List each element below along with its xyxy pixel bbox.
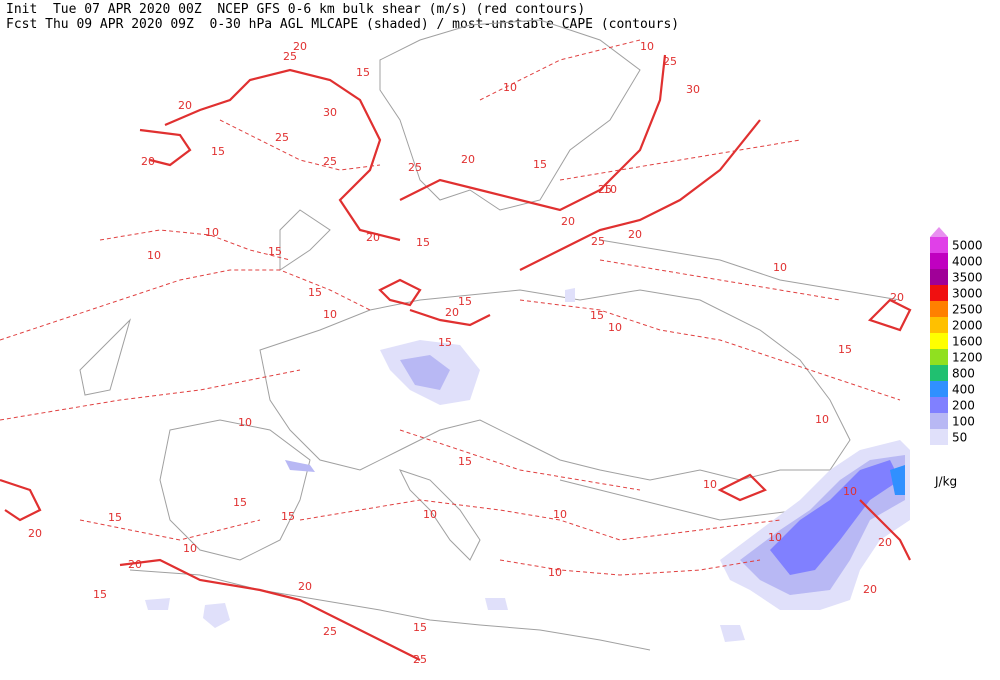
contour-label: 20 <box>890 291 904 304</box>
legend-swatch <box>930 333 948 349</box>
legend-swatch <box>930 365 948 381</box>
contour-label: 25 <box>283 50 297 63</box>
legend-label: 4000 <box>952 255 983 269</box>
legend-label: 1600 <box>952 335 983 349</box>
shear-contours <box>0 39 912 661</box>
contour-label: 10 <box>183 542 197 555</box>
legend-swatch <box>930 429 948 445</box>
contour-label: 15 <box>458 455 472 468</box>
cape-shading <box>145 288 910 642</box>
contour-label: 15 <box>413 621 427 634</box>
header-init: Init Tue 07 APR 2020 00Z NCEP GFS 0-6 km… <box>6 2 585 17</box>
legend-label: 100 <box>952 415 975 429</box>
contour-label: 15 <box>93 588 107 601</box>
contour-label: 20 <box>28 527 42 540</box>
legend-swatch <box>930 397 948 413</box>
contour-label: 10 <box>843 485 857 498</box>
header-fcst: Fcst Thu 09 APR 2020 09Z 0-30 hPa AGL ML… <box>6 17 679 32</box>
contour-label: 10 <box>773 261 787 274</box>
contour-label: 15 <box>458 295 472 308</box>
contour-label: 20 <box>445 306 459 319</box>
contour-label: 20 <box>628 228 642 241</box>
legend-swatch <box>930 413 948 429</box>
legend-label: 50 <box>952 431 967 445</box>
contour-label: 15 <box>211 145 225 158</box>
contour-label: 15 <box>590 309 604 322</box>
contour-label: 15 <box>233 496 247 509</box>
contour-label: 15 <box>308 286 322 299</box>
coastlines <box>79 19 901 651</box>
legend-label: 3000 <box>952 287 983 301</box>
contour-label: 10 <box>238 416 252 429</box>
contour-label: 10 <box>553 508 567 521</box>
contour-label: 10 <box>603 183 617 196</box>
contour-label: 25 <box>598 183 612 196</box>
contour-label: 20 <box>178 99 192 112</box>
legend-swatch <box>930 269 948 285</box>
legend-label: 1200 <box>952 351 983 365</box>
contour-label: 10 <box>768 531 782 544</box>
contour-label: 20 <box>128 558 142 571</box>
legend-swatch <box>930 301 948 317</box>
legend-label: 2500 <box>952 303 983 317</box>
contour-label: 10 <box>815 413 829 426</box>
contour-label: 20 <box>366 231 380 244</box>
contour-label: 25 <box>408 161 422 174</box>
legend-label: 2000 <box>952 319 983 333</box>
contour-label: 20 <box>863 583 877 596</box>
contour-label: 25 <box>413 653 427 666</box>
legend-swatch <box>930 349 948 365</box>
legend-swatch <box>930 381 948 397</box>
contour-label: 15 <box>268 245 282 258</box>
contour-label: 25 <box>591 235 605 248</box>
contour-label: 20 <box>561 215 575 228</box>
contour-label: 15 <box>108 511 122 524</box>
legend-label: 800 <box>952 367 975 381</box>
contour-label: 15 <box>281 510 295 523</box>
contour-label: 10 <box>147 249 161 262</box>
contour-label: 10 <box>703 478 717 491</box>
contour-label: 15 <box>416 236 430 249</box>
contour-label: 10 <box>640 40 654 53</box>
contour-label: 15 <box>438 336 452 349</box>
contour-label: 10 <box>205 226 219 239</box>
contour-label: 10 <box>423 508 437 521</box>
legend-label: 200 <box>952 399 975 413</box>
contour-label: 10 <box>323 308 337 321</box>
contour-label: 20 <box>141 155 155 168</box>
contour-label: 15 <box>838 343 852 356</box>
contour-label: 20 <box>298 580 312 593</box>
contour-label: 30 <box>323 106 337 119</box>
contour-label: 15 <box>356 66 370 79</box>
legend-swatch <box>930 253 948 269</box>
contour-label: 20 <box>461 153 475 166</box>
contour-label: 30 <box>686 83 700 96</box>
legend-swatch <box>930 285 948 301</box>
legend-unit: J/kg <box>934 475 957 489</box>
legend-label: 5000 <box>952 239 983 253</box>
contour-label: 10 <box>608 321 622 334</box>
contour-label: 25 <box>275 131 289 144</box>
legend-label: 3500 <box>952 271 983 285</box>
legend-swatch <box>930 237 948 253</box>
contour-label: 20 <box>293 40 307 53</box>
legend-label: 400 <box>952 383 975 397</box>
legend: 5000 4000 3500 3000 2500 2000 1600 1200 800 400 20… <box>930 227 983 489</box>
contour-label: 25 <box>323 155 337 168</box>
contour-label: 10 <box>503 81 517 94</box>
contour-label: 10 <box>548 566 562 579</box>
legend-arrow <box>930 227 948 237</box>
legend-swatch <box>930 317 948 333</box>
contour-label: 25 <box>663 55 677 68</box>
contour-label: 25 <box>323 625 337 638</box>
contour-label: 15 <box>533 158 547 171</box>
contour-label: 20 <box>878 536 892 549</box>
